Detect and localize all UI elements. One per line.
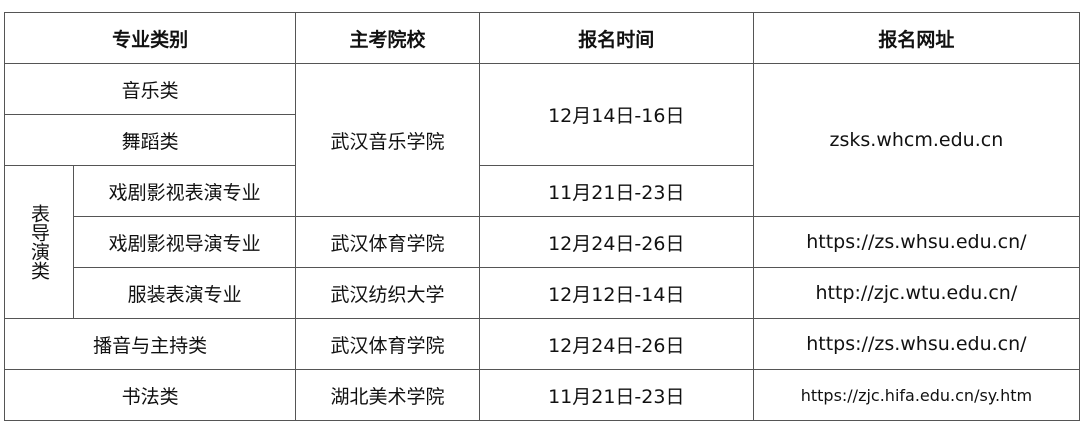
date-cell: 11月21日-23日	[478, 369, 754, 421]
url-cell[interactable]: https://zs.whsu.edu.cn/	[752, 216, 1080, 268]
header-school: 主考院校	[295, 12, 480, 64]
url-cell[interactable]: zsks.whcm.edu.cn	[752, 63, 1080, 217]
header-category: 专业类别	[3, 12, 297, 64]
date-cell: 12月12日-14日	[478, 267, 754, 319]
category-cell: 书法类	[3, 369, 297, 421]
table-row: 音乐类 武汉音乐学院 12月14日-16日 zsks.whcm.edu.cn	[3, 63, 1080, 217]
registration-table: 专业类别 主考院校 报名时间 报名网址 音乐类 武汉音乐学院 12月14日-16…	[3, 12, 1080, 421]
header-row: 专业类别 主考院校 报名时间 报名网址	[3, 12, 1080, 64]
table-row: 服装表演专业 武汉纺织大学 12月12日-14日 http://zjc.wtu.…	[5, 267, 1080, 319]
school-cell: 武汉体育学院	[295, 318, 480, 370]
date-cell: 12月24日-26日	[478, 318, 754, 370]
category-cell: 播音与主持类	[3, 318, 297, 370]
url-cell[interactable]: https://zs.whsu.edu.cn/	[752, 318, 1080, 370]
url-cell[interactable]: http://zjc.wtu.edu.cn/	[752, 267, 1080, 319]
table-row: 戏剧影视导演专业 武汉体育学院 12月24日-26日 https://zs.wh…	[5, 216, 1080, 268]
category-cell: 戏剧影视表演专业	[72, 165, 297, 217]
url-cell[interactable]: https://zjc.hifa.edu.cn/sy.htm	[752, 369, 1080, 421]
category-cell: 舞蹈类	[3, 114, 297, 166]
table-row: 书法类 湖北美术学院 11月21日-23日 https://zjc.hifa.e…	[3, 369, 1080, 421]
header-url: 报名网址	[752, 12, 1080, 64]
category-cell: 服装表演专业	[72, 267, 297, 319]
school-cell: 武汉纺织大学	[295, 267, 480, 319]
group-cell: 表导演类	[4, 165, 74, 319]
school-cell: 武汉体育学院	[295, 216, 480, 268]
school-cell: 湖北美术学院	[295, 369, 480, 421]
date-cell: 12月24日-26日	[478, 216, 754, 268]
table-row: 表导演类 戏剧影视表演专业 11月21日-23日	[4, 165, 1080, 319]
header-date: 报名时间	[478, 12, 754, 64]
category-cell: 音乐类	[3, 63, 297, 115]
table-row: 舞蹈类	[3, 114, 1080, 166]
date-cell: 11月21日-23日	[478, 165, 754, 217]
table-row: 播音与主持类 武汉体育学院 12月24日-26日 https://zs.whsu…	[3, 318, 1080, 370]
category-cell: 戏剧影视导演专业	[72, 216, 297, 268]
school-cell: 武汉音乐学院	[295, 63, 480, 217]
date-cell: 12月14日-16日	[478, 63, 754, 166]
